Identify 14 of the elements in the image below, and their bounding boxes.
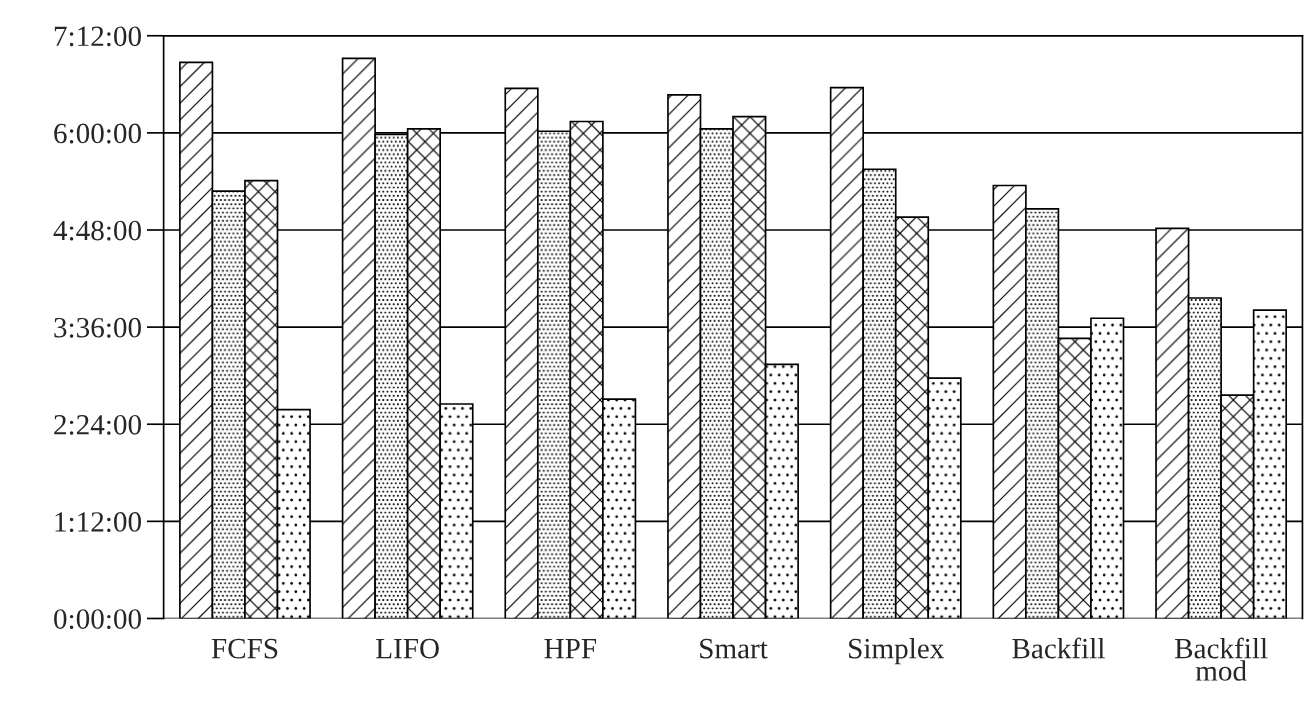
x-tick-label: Backfill — [1012, 637, 1105, 659]
y-tick-label: 7:12:00 — [54, 26, 141, 47]
y-tick-label: 1:12:00 — [55, 512, 141, 532]
y-tick-label: 3:36:00 — [54, 317, 141, 338]
y-tick-label: 0:00:00 — [54, 609, 141, 630]
x-tick-label: Smart — [700, 638, 768, 659]
x-tick-label: FCFS — [211, 638, 278, 659]
y-tick-label: 2:24:00 — [54, 414, 141, 435]
x-tick-label: Simplex — [849, 637, 944, 665]
x-tick-label: HPF — [544, 639, 597, 659]
x-tick-label: LIFO — [376, 638, 439, 659]
y-tick-label: 4:48:00 — [53, 220, 141, 241]
y-tick-label: 6:00:00 — [54, 123, 141, 144]
x-tick-label: Backfill mod — [1174, 637, 1268, 681]
